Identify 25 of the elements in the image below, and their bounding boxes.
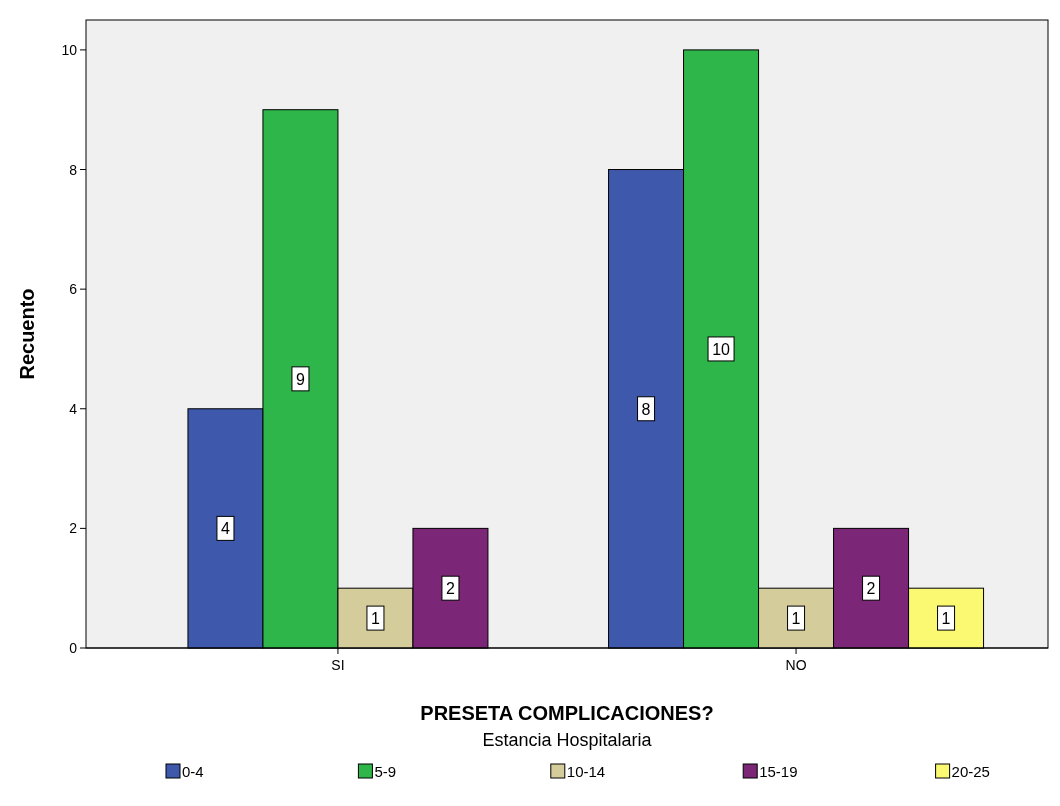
y-tick-label: 8 [69, 161, 78, 178]
data-label: 8 [641, 400, 651, 418]
x-axis-title: PRESETA COMPLICACIONES? [420, 702, 714, 724]
legend-label: 15-19 [759, 763, 798, 780]
legend-label: 10-14 [566, 763, 606, 780]
legend-title: Estancia Hospitalaria [482, 730, 653, 750]
y-tick-label: 2 [69, 520, 78, 537]
x-tick-label: NO [785, 657, 807, 673]
y-tick-label: 0 [69, 640, 78, 656]
data-label: 1 [941, 610, 951, 628]
legend-label: 0-4 [182, 763, 204, 780]
data-label: 9 [296, 370, 305, 388]
y-axis-title: Recuento [16, 288, 38, 380]
data-label: 4 [221, 520, 230, 538]
x-tick-label: SI [331, 657, 345, 673]
legend-label: 5-9 [374, 763, 397, 780]
data-label: 1 [791, 610, 801, 628]
y-tick-label: 10 [61, 41, 78, 58]
data-label: 2 [866, 580, 876, 598]
data-label: 1 [371, 610, 380, 628]
y-tick-label: 4 [69, 400, 78, 417]
data-label: 2 [446, 580, 455, 598]
legend-label: 20-25 [951, 763, 990, 780]
data-label: 10 [712, 340, 731, 358]
y-tick-label: 6 [69, 281, 78, 298]
